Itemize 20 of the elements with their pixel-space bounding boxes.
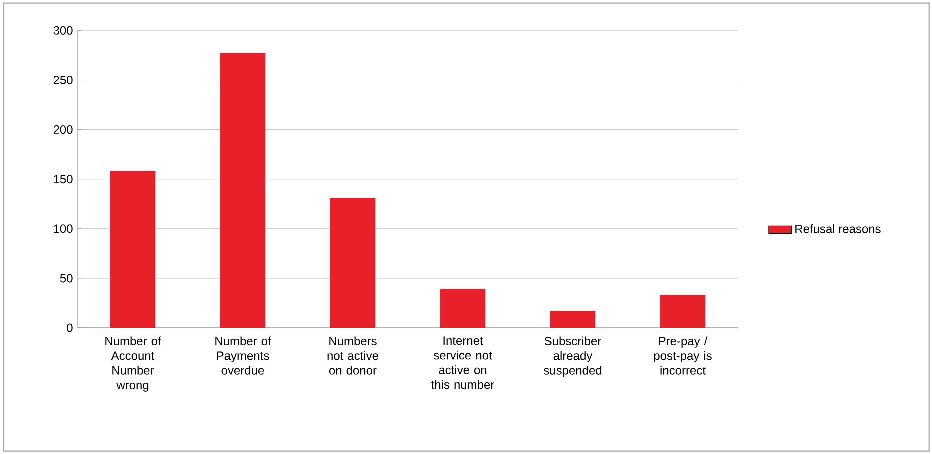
x-tick-label: Number of Account Number wrong [106,336,162,392]
bar [330,198,376,328]
bar [550,311,596,328]
bar [110,171,156,328]
bar [220,53,266,328]
y-tick-label: 150 [54,175,73,184]
y-tick-label: 50 [60,274,73,283]
legend-label: Refusal reasons [796,224,881,234]
y-tick-label: 0 [67,324,73,332]
x-tick-label: Subscriber already suspended [544,336,602,378]
bar [660,295,706,328]
x-tick-label: Internet service not active on this number [432,336,494,390]
x-tick-label: Numbers not active on donor [328,336,378,375]
y-tick-label: 200 [54,126,73,134]
x-tick-label: Number of Payments overdue [216,336,272,375]
bar [440,289,486,328]
x-tick-label: Pre-pay / post-pay is incorrect [654,336,712,375]
y-tick-label: 100 [54,224,73,234]
y-tick-label: 300 [54,26,73,35]
y-tick-label: 250 [54,76,73,84]
